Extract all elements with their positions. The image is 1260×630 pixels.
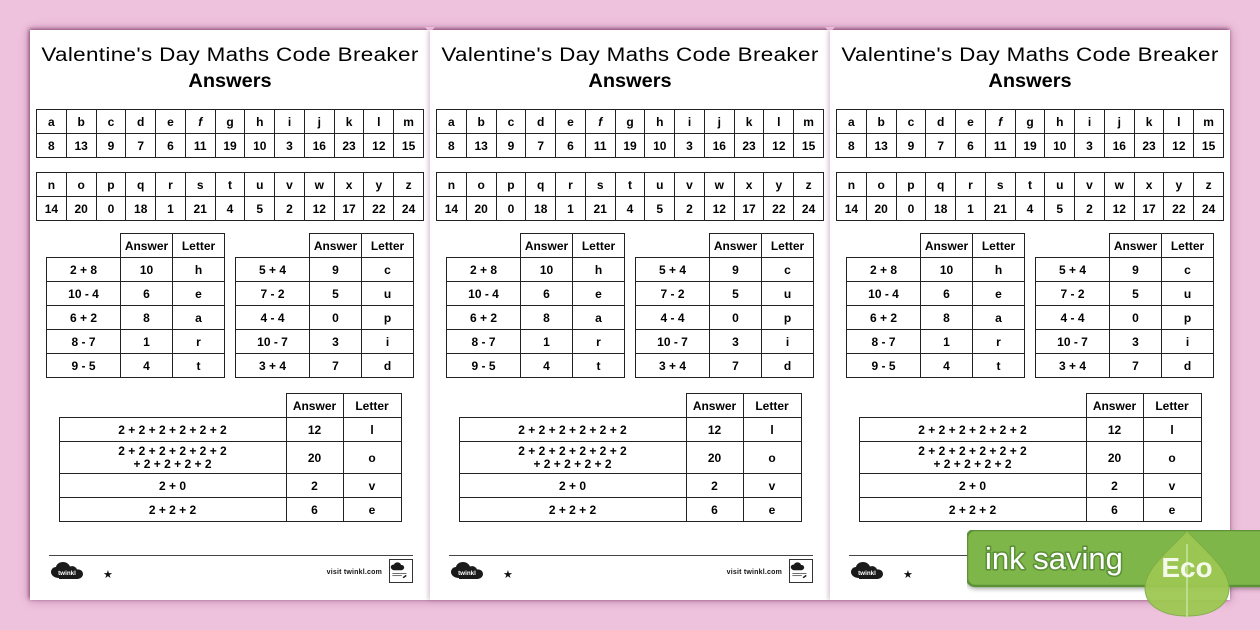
svg-text:ink saving: ink saving [985, 541, 1123, 576]
svg-text:Eco: Eco [1161, 552, 1212, 583]
svg-text:twinkl: twinkl [858, 570, 876, 577]
svg-text:twinkl: twinkl [58, 570, 76, 577]
svg-text:twinkl: twinkl [458, 570, 476, 577]
